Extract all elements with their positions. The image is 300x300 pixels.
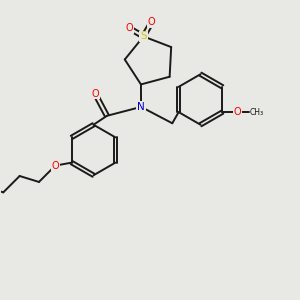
Text: O: O xyxy=(125,23,133,33)
Text: O: O xyxy=(148,17,155,27)
Text: O: O xyxy=(233,107,241,117)
Text: N: N xyxy=(137,102,145,112)
Text: O: O xyxy=(91,88,99,98)
Text: O: O xyxy=(52,160,59,171)
Text: S: S xyxy=(140,32,147,41)
Text: CH₃: CH₃ xyxy=(250,108,264,117)
